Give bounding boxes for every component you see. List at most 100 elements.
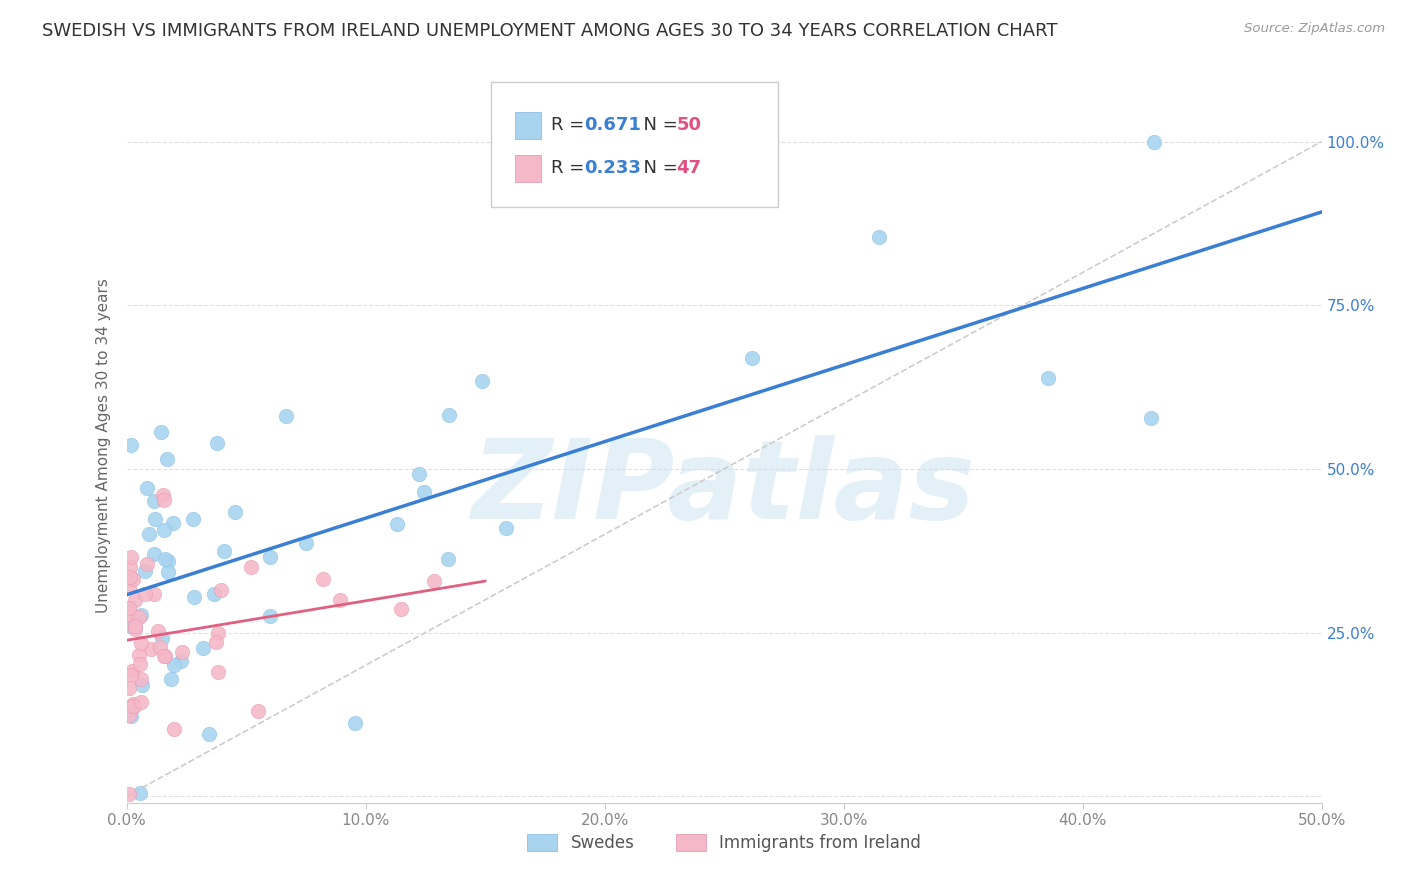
Point	[224, 505, 246, 519]
Point	[311, 572, 333, 586]
Point	[343, 716, 366, 731]
Point	[120, 668, 142, 682]
Point	[129, 695, 152, 709]
Point	[118, 600, 141, 615]
Text: N =: N =	[633, 159, 683, 177]
Point	[120, 549, 142, 564]
Point	[471, 375, 494, 389]
Point	[118, 681, 141, 695]
Point	[142, 587, 165, 601]
Point	[152, 488, 174, 502]
Point	[129, 657, 152, 672]
Point	[124, 592, 146, 607]
Point	[246, 704, 269, 718]
Point	[142, 493, 165, 508]
Point	[162, 516, 184, 531]
Point	[163, 723, 186, 737]
Point	[152, 648, 174, 663]
Text: 47: 47	[676, 159, 702, 177]
Point	[413, 485, 436, 500]
Point	[134, 587, 156, 601]
Point	[131, 677, 153, 691]
Point	[436, 551, 458, 566]
Point	[120, 619, 142, 633]
Point	[124, 619, 146, 633]
Point	[128, 610, 150, 624]
Text: 0.233: 0.233	[585, 159, 641, 177]
Point	[198, 726, 221, 740]
Point	[122, 572, 145, 586]
Point	[120, 438, 142, 452]
Point	[207, 665, 229, 680]
Point	[129, 786, 152, 800]
Point	[129, 608, 152, 623]
Point	[153, 523, 176, 537]
Point	[131, 636, 153, 650]
FancyBboxPatch shape	[515, 155, 541, 182]
Point	[122, 699, 145, 714]
Point	[146, 624, 169, 638]
Point	[118, 607, 141, 621]
Point	[121, 608, 143, 623]
Point	[204, 635, 226, 649]
Point	[139, 642, 162, 657]
Point	[294, 536, 316, 550]
Point	[259, 550, 281, 565]
Point	[170, 654, 193, 668]
Point	[136, 557, 159, 571]
Point	[207, 625, 229, 640]
Point	[1143, 135, 1166, 149]
Y-axis label: Unemployment Among Ages 30 to 34 years: Unemployment Among Ages 30 to 34 years	[96, 278, 111, 614]
Point	[209, 583, 232, 598]
Point	[170, 645, 193, 659]
Point	[120, 709, 142, 723]
Point	[128, 648, 150, 662]
Point	[143, 511, 166, 525]
Point	[1139, 411, 1161, 425]
FancyBboxPatch shape	[491, 82, 778, 207]
Point	[156, 452, 179, 467]
Text: Source: ZipAtlas.com: Source: ZipAtlas.com	[1244, 22, 1385, 36]
Point	[240, 559, 263, 574]
Point	[163, 658, 186, 673]
Text: R =: R =	[551, 159, 589, 177]
Point	[155, 551, 177, 566]
Point	[149, 640, 172, 654]
Point	[129, 672, 152, 686]
Point	[124, 618, 146, 632]
Point	[134, 564, 156, 578]
Point	[135, 482, 157, 496]
Text: ZIPatlas: ZIPatlas	[472, 435, 976, 542]
Legend: Swedes, Immigrants from Ireland: Swedes, Immigrants from Ireland	[520, 827, 928, 859]
Point	[423, 574, 446, 589]
Point	[408, 467, 430, 482]
Text: 50: 50	[676, 116, 702, 134]
Point	[152, 492, 174, 507]
Point	[118, 707, 141, 722]
Point	[118, 580, 141, 594]
FancyBboxPatch shape	[515, 112, 541, 139]
Point	[124, 622, 146, 636]
Point	[121, 697, 143, 711]
Point	[122, 699, 145, 714]
Point	[741, 351, 763, 365]
Point	[121, 664, 143, 678]
Point	[152, 631, 174, 645]
Point	[1036, 371, 1059, 385]
Point	[385, 517, 408, 532]
Point	[868, 229, 890, 244]
Point	[138, 527, 160, 541]
Point	[181, 511, 204, 525]
Point	[183, 590, 205, 604]
Point	[276, 409, 298, 424]
Text: SWEDISH VS IMMIGRANTS FROM IRELAND UNEMPLOYMENT AMONG AGES 30 TO 34 YEARS CORREL: SWEDISH VS IMMIGRANTS FROM IRELAND UNEMP…	[42, 22, 1057, 40]
Point	[118, 600, 141, 615]
Point	[212, 544, 235, 558]
Point	[329, 593, 352, 607]
Point	[193, 641, 215, 656]
Point	[202, 587, 225, 601]
Text: R =: R =	[551, 116, 589, 134]
Text: 0.671: 0.671	[585, 116, 641, 134]
Point	[389, 601, 412, 615]
Text: N =: N =	[633, 116, 683, 134]
